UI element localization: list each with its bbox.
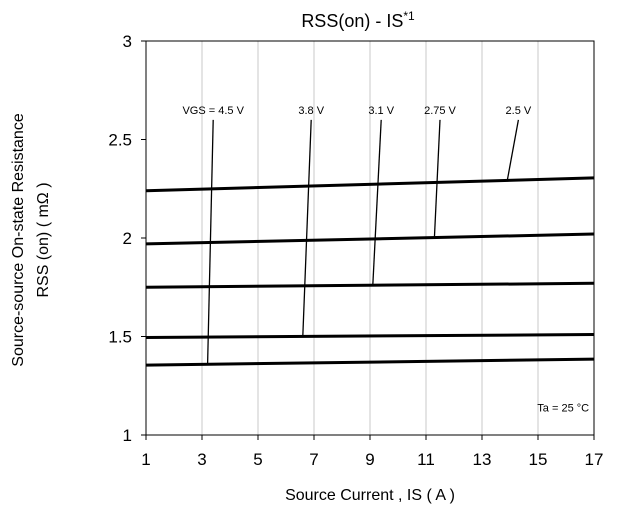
series-line <box>145 281 595 289</box>
series-label: VGS = 4.5 V <box>182 105 244 117</box>
y-ticks: 1 1.5 2 2.5 3 <box>108 32 146 445</box>
x-axis-label: Source Current , IS ( A ) <box>285 487 455 504</box>
leader-line <box>302 119 312 337</box>
chart-title-main: RSS(on) - IS <box>301 11 403 31</box>
y-axis-label-line2: RSS (on) ( mΩ ) <box>35 182 52 297</box>
series-line <box>145 176 595 193</box>
x-tick-label: 13 <box>473 450 492 469</box>
x-tick-label: 5 <box>253 450 262 469</box>
leader-group: VGS = 4.5 V 3.8 V 3.1 V 2.75 V 2.5 V <box>182 105 532 365</box>
series-label: 2.5 V <box>506 105 532 117</box>
series-line <box>145 232 595 246</box>
x-tick-label: 11 <box>417 450 435 469</box>
series-label: 3.8 V <box>298 105 324 117</box>
x-ticks: 1 3 5 7 9 11 13 15 17 <box>141 435 603 469</box>
series-line <box>145 357 595 367</box>
y-tick-label: 3 <box>123 32 132 51</box>
x-tick-label: 1 <box>141 450 150 469</box>
x-tick-label: 7 <box>309 450 318 469</box>
series-label: 3.1 V <box>368 105 394 117</box>
y-tick-label: 1.5 <box>108 328 132 347</box>
temperature-annotation: Ta = 25 °C <box>537 402 589 414</box>
series-group <box>145 176 595 367</box>
y-tick-label: 2.5 <box>108 131 132 150</box>
x-tick-label: 17 <box>585 450 604 469</box>
y-axis-label-line1: Source-source On-state Resistance <box>10 113 27 367</box>
leader-line <box>433 119 441 239</box>
x-tick-label: 9 <box>365 450 374 469</box>
leader-line <box>206 119 214 365</box>
y-tick-label: 1 <box>123 426 132 445</box>
x-tick-label: 3 <box>197 450 206 469</box>
x-tick-label: 15 <box>529 450 548 469</box>
leader-line <box>506 119 520 181</box>
chart-title: RSS(on) - IS*1 <box>301 9 415 31</box>
y-tick-label: 2 <box>123 229 132 248</box>
chart-title-superscript: *1 <box>403 9 415 23</box>
series-label: 2.75 V <box>424 105 456 117</box>
leader-line <box>372 119 382 286</box>
series-line <box>145 333 595 339</box>
